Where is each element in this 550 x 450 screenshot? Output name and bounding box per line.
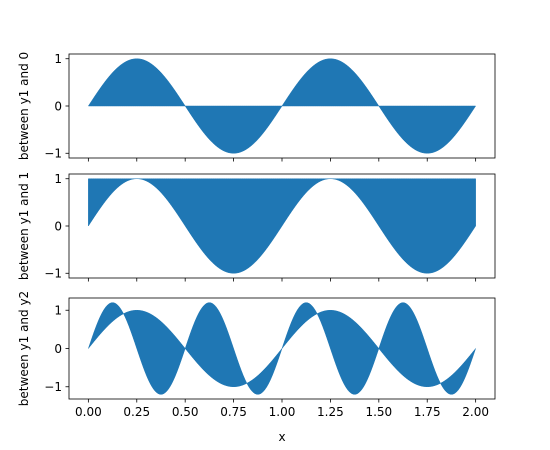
y-tick-label: 1 xyxy=(54,304,62,318)
fill-region xyxy=(88,302,476,395)
y-tick-label: 0 xyxy=(54,219,62,233)
y-axis-label: between y1 and 1 xyxy=(17,172,31,280)
fill-region xyxy=(87,58,477,154)
x-tick-label: 0.25 xyxy=(123,405,150,419)
y-tick-label: 1 xyxy=(54,52,62,66)
x-tick-label: 0.00 xyxy=(75,405,102,419)
y-tick-label: 1 xyxy=(54,172,62,186)
x-tick-label: 2.00 xyxy=(462,405,489,419)
y-tick-label: 0 xyxy=(54,342,62,356)
x-axis-label: x xyxy=(278,430,285,444)
x-tick-label: 0.50 xyxy=(172,405,199,419)
y-tick-label: −1 xyxy=(44,147,62,161)
subplot-2: −1 0 1 between y1 and 1 xyxy=(17,172,496,282)
y-axis-label: between y1 and y2 xyxy=(17,291,31,406)
y-tick-label: −1 xyxy=(44,267,62,281)
y-tick-label: −1 xyxy=(44,380,62,394)
subplots: −1 0 1 between y1 and 0 −1 0 1 between y1 and 1… xyxy=(17,52,496,419)
x-tick-label: 1.75 xyxy=(414,405,441,419)
x-tick-label: 1.25 xyxy=(317,405,344,419)
fill-region xyxy=(88,178,476,274)
subplot-3: 0.00 0.25 0.50 0.75 1.00 1.25 1.50 1.75 2.00 −1 0 1… xyxy=(17,291,496,419)
subplot-1: −1 0 1 between y1 and 0 xyxy=(17,52,496,162)
x-tick-label: 1.50 xyxy=(365,405,392,419)
x-tick-label: 1.00 xyxy=(269,405,296,419)
y-tick-label: 0 xyxy=(54,99,62,113)
x-tick-label: 0.75 xyxy=(220,405,247,419)
y-axis-label: between y1 and 0 xyxy=(17,52,31,160)
